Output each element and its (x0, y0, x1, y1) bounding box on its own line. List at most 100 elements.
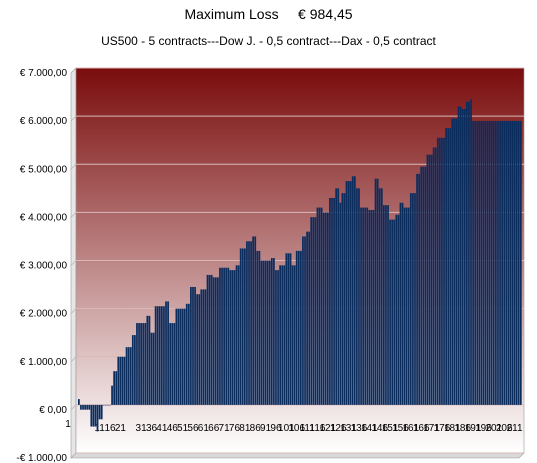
bar (414, 193, 416, 405)
x-tick-label: 151 (382, 423, 399, 434)
bar (449, 128, 452, 405)
bar (387, 205, 389, 405)
y-tick-label: € 6.000,00 (20, 116, 68, 127)
x-tick-label: 131 (340, 423, 357, 434)
x-tick-label: 171 (423, 423, 440, 434)
bar (509, 120, 512, 405)
x-tick-label: 126 (330, 423, 347, 434)
bar (470, 99, 472, 405)
x-tick-label: 211 (507, 423, 523, 434)
bar (385, 205, 387, 405)
bar (343, 193, 346, 405)
bar (515, 120, 518, 405)
bar (82, 404, 84, 410)
bar (98, 404, 101, 420)
bar (366, 207, 369, 405)
bar (190, 286, 192, 405)
bar (109, 404, 111, 406)
bar (358, 188, 360, 405)
bar (102, 404, 105, 406)
bar (260, 260, 263, 405)
bar (302, 236, 304, 405)
bar (239, 248, 242, 405)
bar (212, 277, 215, 405)
bar (339, 202, 342, 405)
bar (90, 404, 93, 427)
x-tick-label: 16 (104, 423, 116, 434)
bar (104, 404, 107, 406)
x-tick-label: 36 (146, 423, 158, 434)
bar (486, 120, 489, 405)
x-tick-label: 101 (278, 423, 295, 434)
bar (148, 315, 151, 405)
gridline-side (70, 163, 77, 170)
gridline-side (70, 212, 77, 218)
bar (185, 303, 188, 405)
bar (229, 270, 232, 405)
bar (88, 404, 91, 410)
bar (351, 176, 354, 405)
bar (256, 250, 259, 405)
bar (123, 356, 126, 405)
bar (356, 188, 358, 405)
y-tick-label: € 7.000,00 (20, 68, 68, 79)
x-tick-label: 141 (361, 423, 378, 434)
bar (397, 214, 400, 405)
bar (420, 166, 423, 405)
bar (156, 306, 159, 405)
bar (329, 197, 331, 405)
bar (237, 265, 240, 405)
bar (422, 166, 425, 405)
bar (84, 404, 86, 410)
bar (227, 267, 230, 405)
bar (472, 120, 474, 405)
bar (206, 274, 209, 405)
x-tick-label: 191 (465, 423, 482, 434)
bar (119, 356, 122, 405)
bar (273, 258, 275, 405)
bar (511, 120, 514, 405)
bar (331, 197, 333, 405)
bar (169, 323, 172, 405)
y-tick-label: € 5.000,00 (20, 164, 68, 175)
bar (380, 188, 383, 405)
bar (503, 120, 506, 405)
x-tick-label: 96 (270, 423, 282, 434)
bar (374, 178, 377, 405)
bar (316, 207, 319, 405)
bar (353, 176, 356, 405)
bar (183, 308, 186, 405)
bar (318, 207, 321, 405)
bar (160, 306, 163, 405)
bar (304, 236, 306, 405)
x-axis: 1 11 16 21 31 36 41 46 51 56 61 66 71 76 81 86 91 9610110… (65, 419, 523, 434)
bar (447, 128, 450, 405)
bar (279, 265, 282, 405)
bar (270, 258, 273, 405)
bar (92, 404, 95, 427)
bar (248, 241, 250, 405)
x-tick-label: 61 (198, 423, 210, 434)
bar (277, 270, 279, 405)
bar (468, 101, 470, 405)
bar (428, 154, 431, 405)
bar (488, 120, 491, 405)
bar (326, 212, 329, 405)
x-tick-label: 161 (402, 423, 419, 434)
y-tick-label: € 2.000,00 (20, 309, 68, 320)
bar (372, 209, 375, 405)
bar (337, 188, 340, 405)
title-label: Maximum Loss (184, 6, 279, 22)
bar (194, 286, 196, 405)
x-tick-label: 56 (187, 423, 199, 434)
bar (308, 231, 311, 405)
bar (368, 209, 371, 405)
x-tick-label: 11 (94, 423, 105, 434)
gridline-side (70, 404, 77, 411)
bar (409, 193, 412, 405)
bar (314, 217, 317, 405)
bar (349, 181, 352, 405)
bar (424, 166, 427, 405)
bar (165, 301, 167, 405)
